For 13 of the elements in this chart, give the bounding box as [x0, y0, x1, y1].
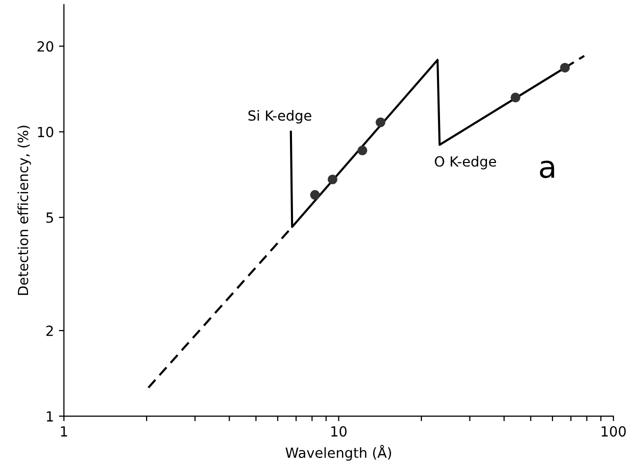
x-tick-label: 10	[331, 426, 347, 437]
x-axis-title: Wavelength (Å)	[286, 444, 392, 461]
y-tick-label: 10	[38, 126, 54, 138]
y-tick-label: 1	[46, 411, 53, 422]
y-tick-label: 5	[46, 212, 53, 223]
y-axis-title: Detection efficiency, (%)	[18, 126, 31, 295]
y-tick-label: 2	[46, 326, 53, 336]
x-tick-label: 100	[602, 426, 626, 437]
annotation: a	[540, 160, 554, 178]
annotation: O K-edge	[434, 156, 496, 170]
x-tick-label: 1	[61, 426, 68, 436]
y-tick-label: 20	[38, 41, 54, 52]
annotation: Si K-edge	[248, 110, 312, 124]
